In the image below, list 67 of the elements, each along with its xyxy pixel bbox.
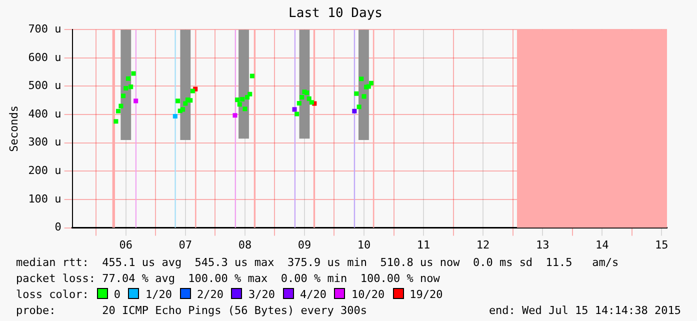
text: probe: 20 ICMP Echo Pings (56 Bytes) every 300s <box>16 304 367 317</box>
y-tick-label: 200 u <box>28 164 62 178</box>
point <box>359 76 364 82</box>
point <box>128 84 134 90</box>
point <box>352 108 357 114</box>
point <box>172 114 178 119</box>
y-tick-label: 0 <box>54 220 62 234</box>
point <box>250 74 254 78</box>
point <box>242 106 248 112</box>
legend-label: 3/20 <box>248 288 275 301</box>
x-tick-label: 09 <box>298 238 312 252</box>
y-tick-label: 600 u <box>28 50 62 64</box>
legend-label: 19/20 <box>410 288 443 301</box>
point <box>240 96 245 102</box>
point <box>180 107 186 112</box>
point <box>237 102 242 107</box>
y-axis-title: Seconds <box>7 106 20 152</box>
legend-label: 1/20 <box>145 288 172 301</box>
x-tick-label: 06 <box>119 238 133 252</box>
legend-label: 4/20 <box>300 288 326 301</box>
y-tick-label: 300 u <box>28 136 62 149</box>
point <box>362 94 366 99</box>
point <box>292 107 297 112</box>
legend-label: 2/20 <box>196 288 224 301</box>
point <box>304 90 310 96</box>
x-tick-label: 14 <box>595 238 610 252</box>
x-tick-label: 15 <box>655 238 668 252</box>
x-tick-label: 10 <box>357 238 371 252</box>
legend-label: 0 <box>114 288 120 301</box>
x-tick-label: 11 <box>416 238 430 252</box>
point <box>248 92 252 96</box>
legend-label: 10/20 <box>351 288 385 301</box>
point <box>300 95 304 100</box>
point <box>114 119 118 124</box>
point <box>368 80 374 86</box>
text: end: Wed Jul 15 14:14:38 2015 <box>488 303 681 319</box>
point <box>116 108 121 114</box>
point <box>121 94 126 98</box>
y-tick-label: 100 u <box>28 192 62 206</box>
point <box>118 104 124 108</box>
x-tick-label: 08 <box>238 238 252 252</box>
y-tick-label: 500 u <box>28 79 62 92</box>
point <box>309 100 314 105</box>
point <box>294 112 300 116</box>
point <box>354 91 359 96</box>
point <box>131 71 136 76</box>
point <box>176 98 180 104</box>
point <box>306 96 312 101</box>
point <box>183 101 188 106</box>
y-tick-label: 400 u <box>28 107 62 120</box>
x-tick-label: 12 <box>476 238 490 252</box>
text: packet loss: 77.04 % avg 100.00 % max 0.00 % min 100.00 % now <box>15 271 441 287</box>
point <box>190 88 195 94</box>
x-tick-label: 07 <box>178 238 192 252</box>
point <box>188 98 193 103</box>
legend-title: loss color: <box>16 288 89 301</box>
point <box>235 98 240 102</box>
point <box>134 98 138 104</box>
point <box>124 86 128 90</box>
point <box>356 104 362 110</box>
text: median rtt: 455.1 us avg 545.3 us max 375.9 us min 510.8 us now 0.0 ms sd 11.5 am/s <box>15 255 620 271</box>
point <box>232 113 238 118</box>
point <box>126 76 130 81</box>
chart-title: Last 10 Days <box>288 6 382 22</box>
y-tick-label: 700 u <box>28 22 62 36</box>
x-tick-label: 13 <box>536 238 550 252</box>
point <box>296 100 302 106</box>
